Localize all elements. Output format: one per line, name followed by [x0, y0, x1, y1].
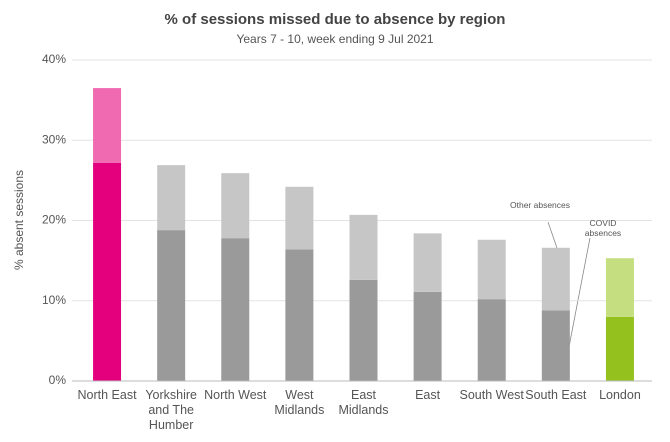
bar-segment [541, 310, 570, 381]
x-tick-label: North West [204, 388, 267, 402]
bar-segment [285, 249, 314, 381]
bar-segment [93, 88, 122, 163]
y-tick-label: 0% [49, 373, 67, 387]
bar-segment [221, 173, 250, 239]
chart-title: % of sessions missed due to absence by r… [165, 11, 506, 28]
y-tick-label: 30% [42, 132, 66, 146]
bar-segment [477, 239, 506, 300]
y-axis-label: % absent sessions [12, 170, 26, 270]
bar-segment [605, 258, 634, 317]
chart-subtitle: Years 7 - 10, week ending 9 Jul 2021 [236, 32, 433, 46]
bar-segment [157, 165, 186, 231]
x-tick-label: East Midlands [338, 388, 389, 417]
x-tick-label: North East [77, 388, 137, 402]
y-tick-label: 10% [42, 293, 66, 307]
y-tick-label: 20% [42, 213, 66, 227]
bar-segment [157, 230, 186, 381]
bar-segment [413, 233, 442, 292]
bar-segment [541, 247, 570, 311]
x-tick-label: Yorkshire and The Humber [145, 388, 197, 432]
x-tick-label: East [415, 388, 441, 402]
leader-line [567, 237, 591, 353]
bar-segment [349, 214, 378, 280]
bar-segment [93, 162, 122, 381]
x-tick-label: London [599, 388, 641, 402]
x-tick-label: South East [525, 388, 587, 402]
leader-line [547, 221, 558, 249]
x-tick-label: West Midlands [274, 388, 325, 417]
bar-segment [349, 279, 378, 381]
bar-segment [413, 291, 442, 381]
y-tick-label: 40% [42, 52, 66, 66]
annotation: COVID absences [584, 218, 622, 238]
annotation: Other absences [510, 200, 571, 210]
bar-segment [221, 238, 250, 381]
bar-segment [285, 186, 314, 250]
bar-segment [477, 299, 506, 381]
x-tick-label: South West [459, 388, 524, 402]
bar-segment [605, 316, 634, 381]
